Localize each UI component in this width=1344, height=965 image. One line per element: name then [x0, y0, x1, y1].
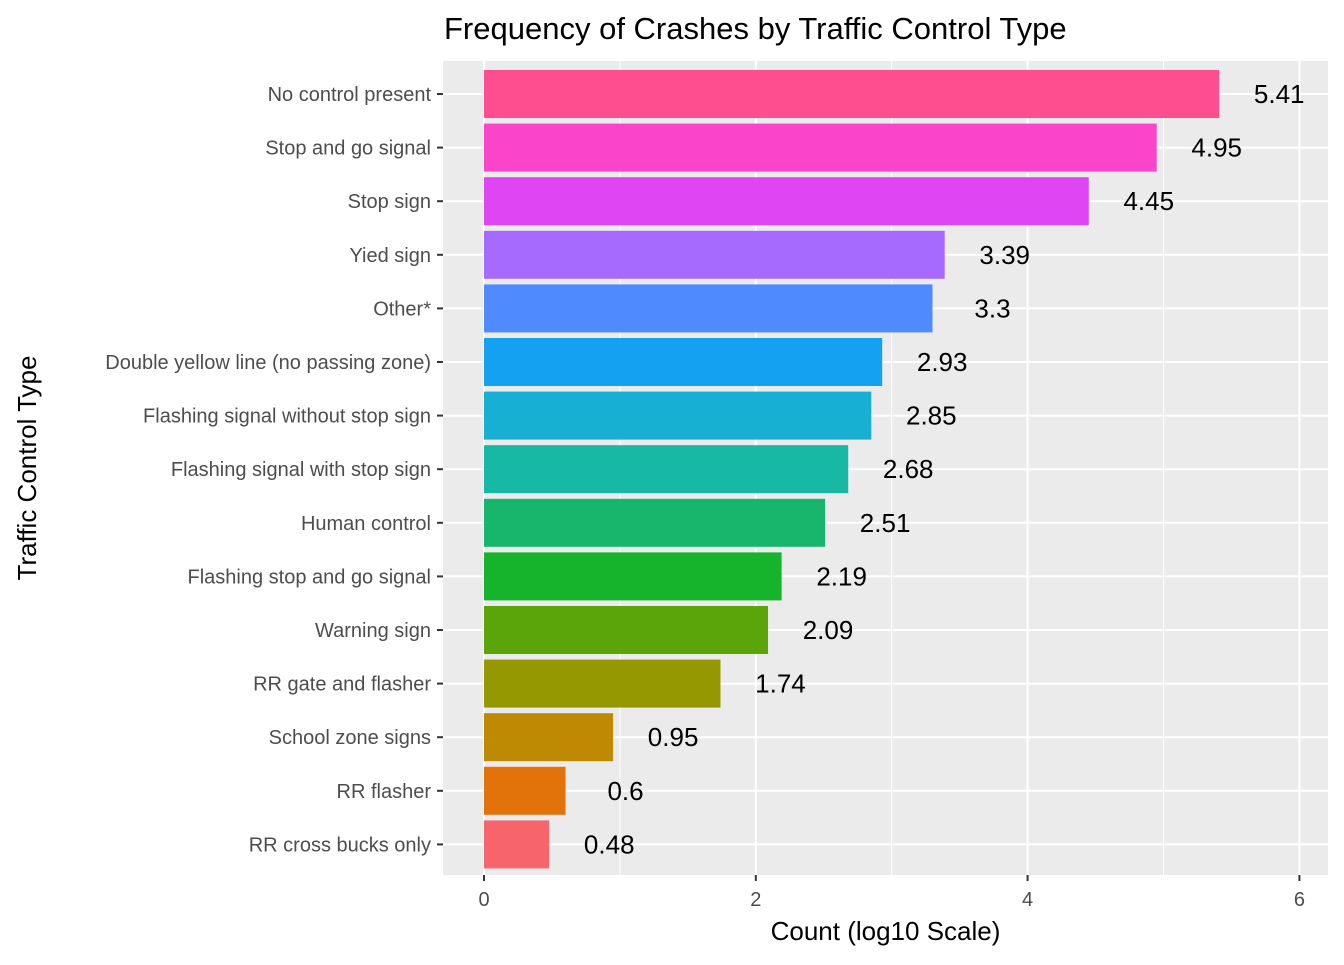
- bar: [484, 230, 945, 279]
- data-label: 4.45: [1123, 186, 1174, 216]
- data-label: 0.6: [607, 776, 643, 806]
- data-label: 4.95: [1191, 133, 1242, 163]
- x-tick-label: 4: [1022, 889, 1033, 911]
- y-tick-label: RR gate and flasher: [253, 674, 431, 696]
- bar: [484, 713, 614, 762]
- y-tick-label: Flashing signal without stop sign: [143, 406, 431, 428]
- data-label: 0.48: [584, 829, 635, 859]
- y-axis: No control present Stop and go signal Stop…: [105, 84, 443, 856]
- bar: [484, 820, 550, 869]
- bar: [484, 498, 826, 547]
- data-label: 2.51: [860, 508, 911, 538]
- bar: [484, 606, 769, 654]
- x-axis: 0 2 4 6: [478, 875, 1305, 911]
- data-label: 5.41: [1254, 79, 1305, 109]
- x-tick-label: 2: [750, 889, 761, 911]
- y-tick-label: Stop sign: [348, 191, 431, 213]
- y-tick-label: Yied sign: [349, 245, 431, 267]
- y-tick-label: Other*: [373, 298, 431, 320]
- data-label: 2.68: [883, 454, 934, 484]
- y-tick-label: Flashing signal with stop sign: [171, 459, 431, 481]
- value-labels-group: 5.41 4.95 4.45 3.39 3.32.93 2.85 2.68 2.51 2.19 2…: [584, 79, 1305, 859]
- y-tick-label: School zone signs: [269, 727, 431, 749]
- data-label: 3.3: [974, 293, 1010, 323]
- data-label: 2.09: [803, 615, 854, 645]
- data-label: 2.93: [917, 347, 968, 377]
- y-tick-label: Warning sign: [315, 620, 431, 642]
- x-tick-label: 6: [1294, 889, 1305, 911]
- bar: [484, 123, 1157, 172]
- bar: [484, 445, 849, 494]
- bar: [484, 659, 721, 708]
- x-axis-title: Count (log10 Scale): [771, 916, 1001, 946]
- bar: [484, 766, 566, 815]
- y-tick-label: RR cross bucks only: [249, 834, 431, 856]
- y-tick-label: Stop and go signal: [265, 138, 431, 160]
- bar: [484, 338, 883, 386]
- bar: [484, 552, 782, 601]
- data-label: 1.74: [755, 669, 806, 699]
- data-label: 0.95: [648, 722, 699, 752]
- y-tick-label: RR flasher: [337, 781, 432, 803]
- y-tick-label: Flashing stop and go signal: [188, 566, 432, 588]
- bar: [484, 391, 872, 440]
- bar: [484, 70, 1220, 118]
- bars-group: [484, 70, 1220, 869]
- y-tick-label: No control present: [268, 84, 432, 106]
- data-label: 2.85: [906, 401, 957, 431]
- y-tick-label: Human control: [301, 513, 431, 535]
- y-axis-title: Traffic Control Type: [12, 356, 42, 581]
- chart-title: Frequency of Crashes by Traffic Control …: [444, 11, 1067, 46]
- x-tick-label: 0: [478, 889, 489, 911]
- data-label: 3.39: [979, 240, 1030, 270]
- bar: [484, 177, 1089, 226]
- y-tick-label: Double yellow line (no passing zone): [105, 352, 431, 374]
- bar: [484, 284, 933, 333]
- data-label: 2.19: [816, 561, 867, 591]
